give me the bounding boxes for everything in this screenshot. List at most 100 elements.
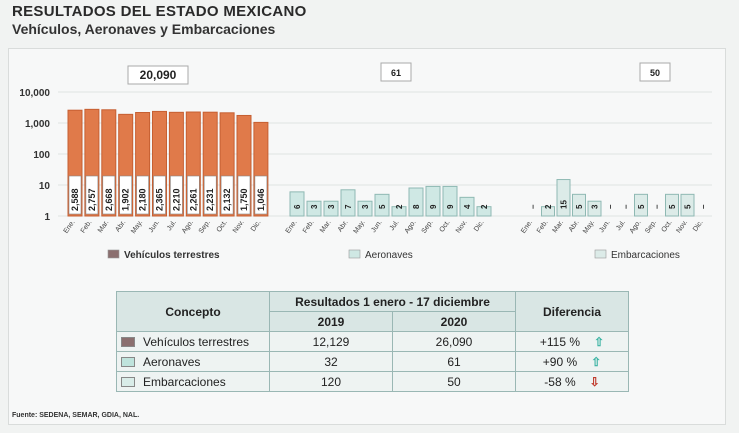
x-tick-label: Ago. [629, 219, 643, 235]
x-tick-label: Ene. [63, 219, 77, 235]
x-tick-label: Jun. [148, 219, 161, 234]
data-label: 9 [429, 204, 438, 209]
data-label: 3 [591, 204, 600, 209]
x-tick-label: Feb. [80, 219, 94, 235]
data-label-box [68, 175, 82, 215]
data-label: 9 [446, 204, 455, 209]
x-tick-label: Dic. [473, 219, 486, 233]
data-label: 2,180 [138, 188, 148, 211]
bar [665, 193, 679, 217]
bar [634, 193, 648, 217]
data-label: – [653, 204, 662, 209]
data-label: 2,210 [171, 188, 181, 211]
value-2020: 50 [392, 371, 516, 392]
data-label: 4 [463, 204, 472, 209]
data-label-box [153, 175, 166, 215]
row-label-cell: Aeronaves [116, 351, 270, 372]
data-label: 1,046 [256, 188, 266, 211]
x-tick-label: Dic. [692, 219, 705, 233]
data-label: – [606, 204, 615, 209]
y-tick-label: 1 [44, 212, 50, 223]
data-label: 8 [412, 204, 421, 209]
data-label-box [187, 175, 200, 215]
bar-chart: 10,000 1,000 100 10 1 2,588 Ene. 2,757 Feb. 2,668… [19, 62, 712, 261]
diff-cell: +90 % ⇧ [515, 351, 629, 372]
x-tick-label: Nov. [675, 219, 689, 234]
y-tick-label: 10,000 [19, 88, 50, 99]
legend-swatch-icon [121, 357, 135, 368]
page-title: RESULTADOS DEL ESTADO MEXICANO [12, 3, 307, 20]
table-header-year-b: 2020 [392, 311, 516, 332]
diff-value: +90 % [542, 354, 578, 369]
data-label-box [119, 175, 132, 215]
total-value: 20,090 [140, 68, 177, 82]
x-tick-label: May. [352, 219, 366, 235]
trend-arrow-icon: ⇩ [589, 374, 600, 389]
x-tick-label: Ene. [285, 219, 299, 235]
data-label: 5 [378, 204, 387, 209]
bar [476, 206, 492, 217]
x-tick-label: Nov. [232, 219, 246, 234]
x-tick-label: Oct. [439, 219, 452, 234]
bar [572, 193, 586, 217]
data-label: 5 [637, 204, 646, 209]
data-label-box [136, 175, 149, 215]
bar [680, 193, 695, 217]
legend-vehiculos-swatch-icon [107, 249, 120, 259]
diff-cell: -58 % ⇩ [515, 371, 629, 392]
x-tick-label: Jul. [166, 219, 178, 232]
data-label: 2,757 [87, 188, 97, 211]
trend-arrow-icon: ⇧ [591, 354, 602, 369]
row-label-cell: Vehículos terrestres [116, 331, 270, 352]
table-header-concept: Concepto [116, 291, 270, 332]
data-label: 2,132 [222, 188, 232, 211]
x-tick-label: Feb. [302, 219, 316, 235]
value-2020: 61 [392, 351, 516, 372]
data-label: 7 [344, 204, 353, 209]
value-2019: 12,129 [269, 331, 393, 352]
data-label: 3 [310, 204, 319, 209]
bar [442, 185, 458, 217]
bar [408, 187, 424, 217]
x-tick-label: Sep. [644, 219, 658, 235]
results-table: Concepto Resultados 1 enero - 17 diciemb… [116, 291, 629, 392]
x-tick-label: Sep. [198, 219, 212, 235]
bar [323, 200, 339, 217]
data-label: 6 [293, 204, 302, 209]
data-label: 5 [668, 204, 677, 209]
data-label: 2,365 [155, 188, 165, 211]
trend-arrow-icon: ⇧ [594, 334, 605, 349]
x-tick-label: Jul. [615, 219, 627, 232]
row-label: Embarcaciones [143, 374, 226, 389]
bar [541, 206, 555, 217]
bar [306, 200, 322, 217]
data-label-box [102, 175, 116, 215]
data-label: 1,902 [121, 188, 131, 211]
x-tick-label: Mar. [97, 219, 111, 234]
bar [357, 200, 373, 217]
data-label: – [699, 204, 708, 209]
table-row: Vehículos terrestres 12,129 26,090 +115 … [116, 331, 629, 352]
bar [587, 200, 602, 217]
legend-aeronaves-swatch-icon [348, 249, 361, 259]
x-tick-label: Feb. [536, 219, 550, 235]
x-tick-label: Mar. [319, 219, 333, 234]
table-row: Aeronaves 32 61 +90 % ⇧ [116, 351, 629, 372]
source-note: Fuente: SEDENA, SEMAR, GDIA, NAL. [12, 412, 140, 419]
x-tick-label: Abr. [337, 219, 350, 233]
bar [340, 189, 356, 217]
data-label: 2,668 [104, 188, 114, 211]
page-subtitle: Vehículos, Aeronaves y Embarcaciones [12, 21, 276, 37]
table-row: Embarcaciones 120 50 -58 % ⇩ [116, 371, 629, 392]
total-value: 50 [650, 68, 660, 78]
legend-swatch-icon [121, 377, 135, 388]
legend-embarcaciones-swatch-icon [594, 249, 607, 259]
y-tick-label: 10 [39, 181, 51, 192]
y-tick-label: 100 [33, 150, 50, 161]
data-label: 2,588 [70, 188, 80, 211]
bar [556, 179, 571, 217]
data-label-box [237, 175, 251, 215]
bar [425, 185, 441, 217]
data-label: 15 [560, 200, 569, 209]
legend-swatch-icon [121, 337, 135, 348]
